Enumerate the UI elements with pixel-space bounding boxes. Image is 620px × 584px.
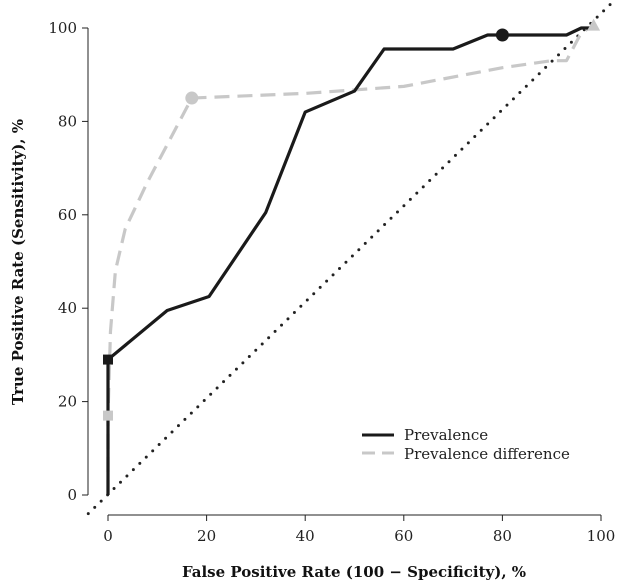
marker-circle: [495, 28, 509, 42]
x-tick-label: 80: [493, 527, 512, 545]
x-tick-label: 60: [394, 527, 413, 545]
y-tick-label: 20: [58, 393, 77, 411]
marker-square: [103, 354, 113, 365]
marker-square: [103, 410, 113, 421]
legend-label-prevalence-difference: Prevalence difference: [404, 445, 570, 463]
x-tick-label: 20: [197, 527, 216, 545]
marker-triangle: [587, 18, 601, 31]
axes: [87, 28, 601, 516]
x-axis-title: False Positive Rate (100 − Specificity),…: [182, 563, 526, 581]
x-tick-label: 0: [103, 527, 113, 545]
y-tick-label: 80: [58, 112, 77, 130]
x-tick-label: 100: [587, 527, 616, 545]
reference-line: [86, 0, 615, 516]
markers: [103, 18, 601, 421]
marker-circle: [185, 91, 199, 105]
legend-label-prevalence: Prevalence: [404, 426, 488, 444]
x-tick-label: 40: [296, 527, 315, 545]
ticks: 0 20 40 60 80 100 0 20 40 60 80 100: [48, 19, 615, 545]
y-tick-label: 0: [67, 486, 77, 504]
y-tick-label: 100: [48, 19, 77, 37]
y-axis-title: True Positive Rate (Sensitivity), %: [9, 119, 27, 405]
chance-diagonal-line: [86, 0, 615, 516]
y-tick-label: 40: [58, 299, 77, 317]
legend: Prevalence Prevalence difference: [362, 426, 570, 463]
series: [106, 24, 595, 495]
y-tick-label: 60: [58, 206, 77, 224]
series-line-prevalence: [106, 26, 592, 495]
series-line-prevalence-difference: [106, 24, 595, 495]
